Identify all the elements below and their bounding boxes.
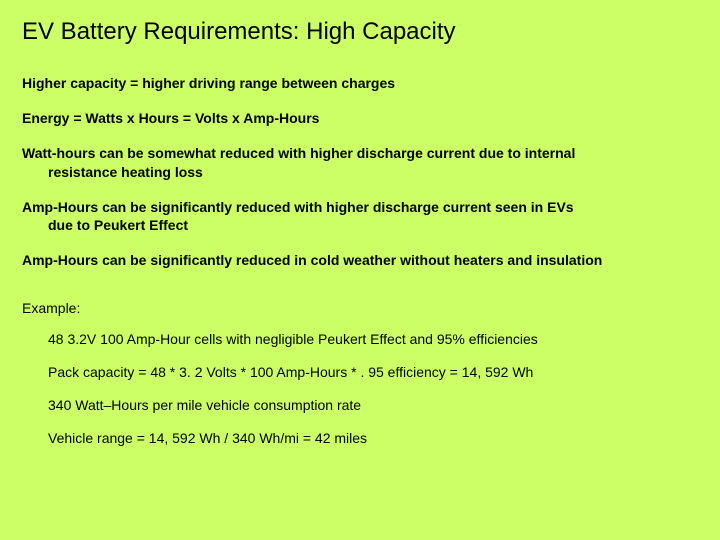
bullet-item: Energy = Watts x Hours = Volts x Amp-Hou…: [22, 109, 698, 128]
bullet-text-cont: resistance heating loss: [22, 163, 698, 182]
example-line: 48 3.2V 100 Amp-Hour cells with negligib…: [22, 330, 698, 349]
example-label: Example:: [22, 300, 698, 316]
bullet-item: Watt-hours can be somewhat reduced with …: [22, 144, 698, 182]
bullet-text: Higher capacity = higher driving range b…: [22, 75, 395, 91]
bullet-item: Amp-Hours can be significantly reduced i…: [22, 251, 698, 270]
bullet-item: Amp-Hours can be significantly reduced w…: [22, 198, 698, 236]
bullet-text-cont: due to Peukert Effect: [22, 216, 698, 235]
slide-title: EV Battery Requirements: High Capacity: [22, 18, 698, 46]
bullet-text: Amp-Hours can be significantly reduced i…: [22, 252, 602, 268]
example-line: 340 Watt–Hours per mile vehicle consumpt…: [22, 396, 698, 415]
example-line: Vehicle range = 14, 592 Wh / 340 Wh/mi =…: [22, 429, 698, 448]
bullet-text: Energy = Watts x Hours = Volts x Amp-Hou…: [22, 110, 319, 126]
bullet-text: Amp-Hours can be significantly reduced w…: [22, 199, 574, 215]
bullet-text: Watt-hours can be somewhat reduced with …: [22, 145, 575, 161]
bullet-item: Higher capacity = higher driving range b…: [22, 74, 698, 93]
example-line: Pack capacity = 48 * 3. 2 Volts * 100 Am…: [22, 363, 698, 382]
